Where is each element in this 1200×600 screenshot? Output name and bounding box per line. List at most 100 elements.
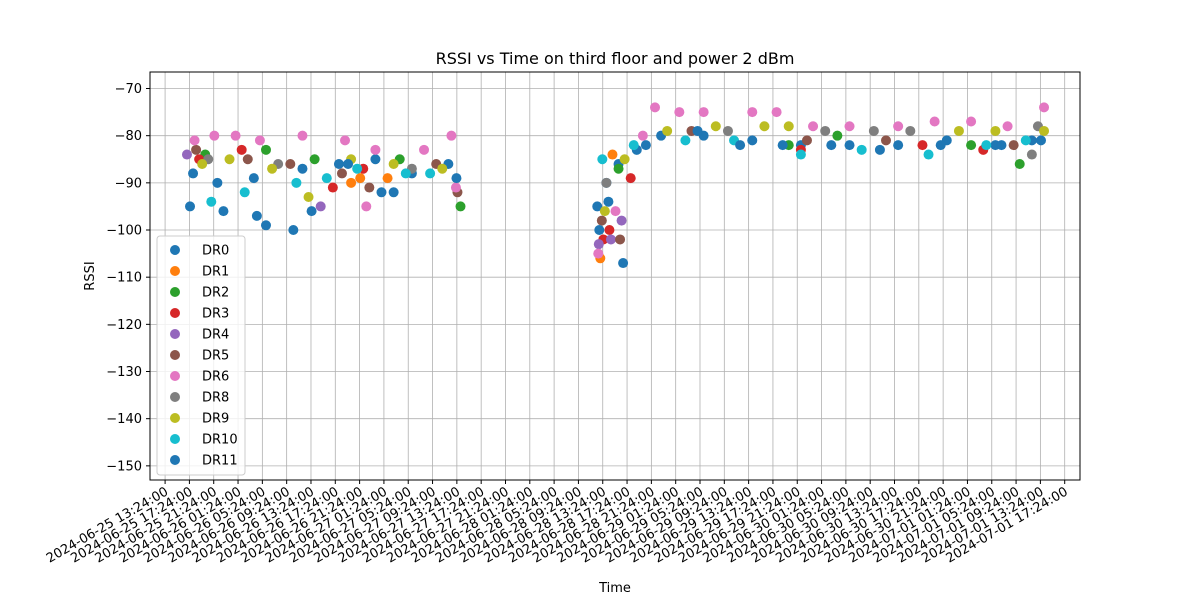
data-point-dr11 [874,144,885,155]
data-point-dr2 [455,201,466,212]
data-point-dr0 [370,154,381,165]
plot-frame [149,71,1081,481]
data-point-dr11 [376,187,387,198]
data-point-dr2 [309,154,320,165]
data-point-dr10 [291,177,302,188]
data-point-dr0 [188,168,199,179]
data-point-dr2 [966,140,977,151]
data-point-dr6 [297,130,308,141]
data-point-dr6 [610,206,621,217]
data-point-dr3 [625,173,636,184]
data-point-dr9 [662,125,673,136]
data-point-dr9 [1039,125,1050,136]
data-point-dr11 [251,210,262,221]
legend-label-dr10: DR10 [202,433,238,448]
data-point-dr3 [917,140,928,151]
data-point-dr3 [236,144,247,155]
data-point-dr0 [212,177,223,188]
data-point-dr9 [599,206,610,217]
data-point-dr6 [370,144,381,155]
data-point-dr11 [603,196,614,207]
data-point-dr0 [297,163,308,174]
data-point-dr0 [747,135,758,146]
data-point-dr8 [1026,149,1037,160]
data-point-dr11 [260,220,271,231]
data-point-dr11 [826,140,837,151]
data-point-dr9 [197,158,208,169]
data-point-dr6 [254,135,265,146]
legend-marker-dr1 [170,266,180,276]
legend-label-dr6: DR6 [202,370,229,385]
legend-marker-dr5 [170,350,180,360]
grid-lines [150,72,1080,480]
legend-marker-dr3 [170,308,180,318]
y-tick-label: −150 [106,459,142,474]
data-point-dr3 [327,182,338,193]
y-axis: −150 −140 −130 −120 −110 −100 −90 −80 −70 [106,82,150,474]
data-point-dr10 [856,144,867,155]
data-point-dr4 [315,201,326,212]
data-point-dr2 [613,163,624,174]
data-point-dr10 [628,140,639,151]
legend-label-dr11: DR11 [202,454,238,469]
data-point-dr6 [674,107,685,118]
data-point-dr11 [1035,135,1046,146]
data-point-dr10 [981,140,992,151]
data-point-dr9 [224,154,235,165]
data-point-dr6 [893,121,904,132]
legend-marker-dr10 [170,434,180,444]
data-point-dr5 [191,144,202,155]
data-point-dr10 [923,149,934,160]
data-point-dr11 [218,206,229,217]
data-point-dr11 [935,140,946,151]
data-point-dr9 [267,163,278,174]
data-point-dr10 [352,163,363,174]
data-point-dr0 [592,201,603,212]
x-axis-title: Time [598,581,631,596]
data-point-dr6 [361,201,372,212]
data-point-dr11 [996,140,1007,151]
legend-label-dr4: DR4 [202,328,229,343]
data-point-dr11 [735,140,746,151]
data-point-dr1 [355,173,366,184]
data-point-dr5 [880,135,891,146]
data-point-dr6 [1039,102,1050,113]
legend-marker-dr4 [170,329,180,339]
data-point-dr11 [640,140,651,151]
data-point-dr8 [722,125,733,136]
legend-label-dr1: DR1 [202,265,229,280]
data-point-dr10 [206,196,217,207]
data-point-dr6 [209,130,220,141]
data-point-dr6 [1002,121,1013,132]
data-point-dr6 [637,130,648,141]
data-point-dr11 [594,225,605,236]
data-point-dr8 [601,177,612,188]
data-point-dr4 [181,149,192,160]
data-point-dr11 [185,201,196,212]
data-point-dr6 [230,130,241,141]
legend-marker-dr11 [170,455,180,465]
data-point-dr9 [990,125,1001,136]
data-points [181,102,1050,269]
data-point-dr9 [619,154,630,165]
legend-label-dr8: DR8 [202,391,229,406]
legend-marker-dr0 [170,245,180,255]
data-point-dr4 [616,215,627,226]
data-point-dr5 [336,168,347,179]
legend-marker-dr2 [170,287,180,297]
data-point-dr9 [953,125,964,136]
data-point-dr4 [593,239,604,250]
data-point-dr9 [783,121,794,132]
data-point-dr6 [593,248,604,259]
data-point-dr9 [388,158,399,169]
data-point-dr0 [844,140,855,151]
data-point-dr1 [346,177,357,188]
data-point-dr6 [747,107,758,118]
data-point-dr10 [400,168,411,179]
data-point-dr11 [306,206,317,217]
data-point-dr5 [242,154,253,165]
data-point-dr11 [288,225,299,236]
data-point-dr10 [1020,135,1031,146]
